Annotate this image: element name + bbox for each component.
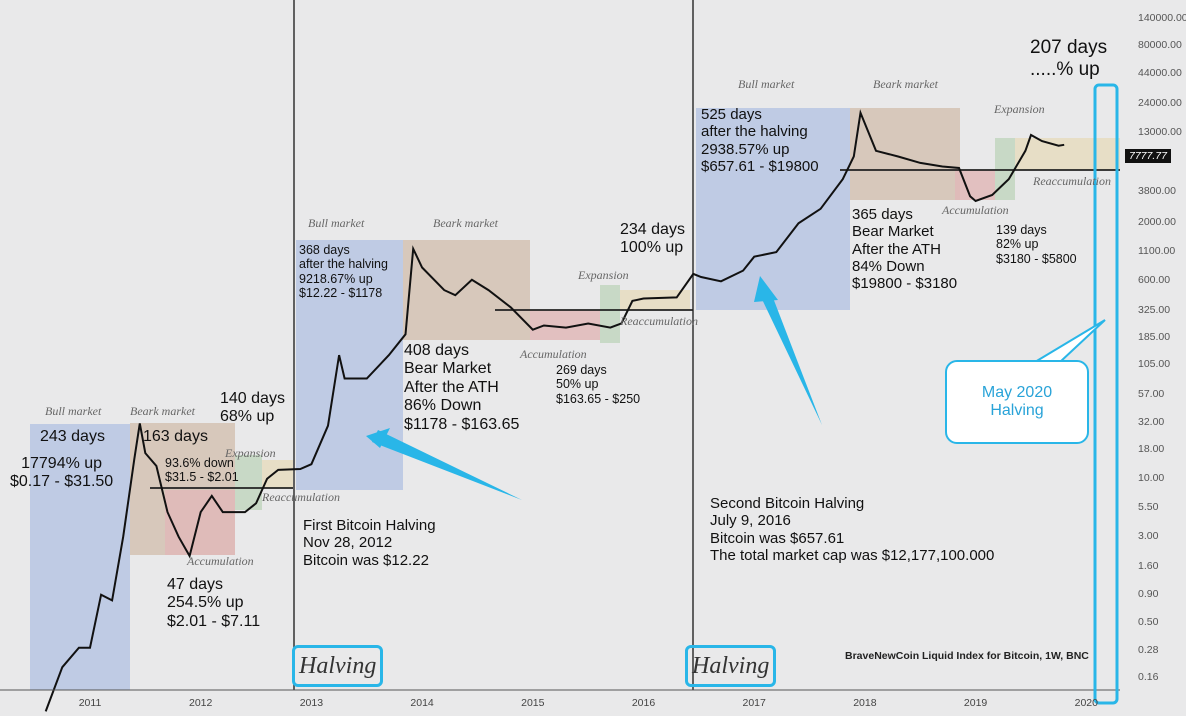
y-tick-label: 2000.00 xyxy=(1138,216,1176,229)
zone-reacc xyxy=(1015,138,1120,170)
phase-bull-3: Bull market xyxy=(738,77,795,91)
x-tick-label: 2015 xyxy=(521,697,545,709)
y-tick-label: 0.90 xyxy=(1138,587,1159,600)
phase-exp-3: Expansion xyxy=(994,102,1045,116)
c3-bear-note: 365 days Bear Market After the ATH 84% D… xyxy=(852,206,958,292)
zone-accum xyxy=(530,310,600,340)
phase-accum-1: Accumulation xyxy=(187,554,254,568)
next-halving-highlight xyxy=(1093,83,1119,705)
c3-bull-note: 525 days after the halving 2938.57% up $… xyxy=(701,106,819,175)
phase-bull-1: Bull market xyxy=(45,404,102,418)
x-tick-label: 2014 xyxy=(410,697,434,709)
x-tick-label: 2016 xyxy=(631,697,656,709)
price-line xyxy=(44,109,1065,712)
c1-accumulation: 47 days 254.5% up $2.01 - $7.11 xyxy=(167,576,261,630)
x-tick-label: 2018 xyxy=(853,697,877,709)
x-tick-label: 2019 xyxy=(963,697,988,709)
y-tick-label: 185.00 xyxy=(1138,331,1171,344)
c1-bear-drop: 93.6% down $31.5 - $2.01 xyxy=(165,456,239,485)
c1-expansion: 140 days 68% up xyxy=(220,390,285,426)
y-tick-label: 140000.00 xyxy=(1138,11,1186,24)
phase-reacc-2: Reaccumulation xyxy=(620,314,698,328)
x-tick-label: 2011 xyxy=(78,697,102,709)
phase-bear-1: Beark market xyxy=(130,404,195,418)
phase-bull-2: Bull market xyxy=(308,216,365,230)
phase-reacc-3: Reaccumulation xyxy=(1033,174,1111,188)
zone-bear xyxy=(403,240,530,340)
y-tick-label: 44000.00 xyxy=(1138,67,1182,80)
halving-label-2012: Halving xyxy=(292,645,384,687)
y-tick-label: 32.00 xyxy=(1138,415,1165,428)
y-tick-label: 57.00 xyxy=(1138,387,1165,400)
c2-accum-note: 269 days 50% up $163.65 - $250 xyxy=(556,363,641,406)
y-tick-label: 105.00 xyxy=(1138,358,1171,371)
zone-reacc xyxy=(262,460,293,488)
zone-bull xyxy=(696,108,850,310)
phase-reacc-1: Reaccumulation xyxy=(262,490,340,504)
y-tick-label: 3800.00 xyxy=(1138,185,1176,198)
zone-exp xyxy=(600,285,620,343)
c1-bull-days: 243 days xyxy=(40,428,105,445)
next-cycle-note: 207 days .....% up xyxy=(1030,37,1108,80)
zone-reacc xyxy=(620,290,690,310)
callout-may-2020-halving: May 2020 Halving xyxy=(945,360,1089,444)
y-tick-label: 1.60 xyxy=(1138,560,1159,572)
y-tick-label: 5.50 xyxy=(1138,500,1159,513)
arrow-first-halving xyxy=(372,430,522,500)
c2-bear-note: 408 days Bear Market After the ATH 86% D… xyxy=(404,342,520,433)
zone-accum xyxy=(165,490,235,555)
c1-bear-days: 163 days xyxy=(143,428,208,445)
zone-bull xyxy=(296,240,403,490)
y-tick-label: 80000.00 xyxy=(1138,38,1182,51)
y-tick-label: 0.50 xyxy=(1138,616,1159,629)
support-lines xyxy=(150,169,1120,489)
zone-bull xyxy=(30,424,130,690)
x-tick-label: 2013 xyxy=(299,697,324,709)
arrow-second-halving xyxy=(760,290,822,425)
y-tick-label: 3.00 xyxy=(1138,529,1159,542)
phase-bear-2: Beark market xyxy=(433,216,498,230)
phase-exp-1: Expansion xyxy=(225,446,276,460)
y-tick-label: 0.16 xyxy=(1138,671,1159,683)
second-halving-note: Second Bitcoin Halving July 9, 2016 Bitc… xyxy=(710,495,995,564)
zone-exp xyxy=(995,138,1015,200)
y-tick-label: 0.28 xyxy=(1138,644,1159,657)
c2-expansion: 234 days 100% up xyxy=(620,221,685,257)
phase-accum-2: Accumulation xyxy=(520,347,587,361)
x-tick-label: 2012 xyxy=(189,697,213,709)
zone-exp xyxy=(235,455,262,510)
halving-label-2016: Halving xyxy=(685,645,777,687)
y-tick-label: 24000.00 xyxy=(1138,96,1182,109)
c1-bull-gain: 17794% up $0.17 - $31.50 xyxy=(10,455,114,491)
y-tick-label: 1100.00 xyxy=(1138,245,1176,258)
y-tick-label: 325.00 xyxy=(1138,303,1171,316)
chart-source: BraveNewCoin Liquid Index for Bitcoin, 1… xyxy=(845,650,1089,662)
c3-accum-note: 139 days 82% up $3180 - $5800 xyxy=(996,223,1077,266)
phase-accum-3: Accumulation xyxy=(942,203,1009,217)
y-tick-label: 600.00 xyxy=(1138,274,1171,287)
y-tick-label: 18.00 xyxy=(1138,443,1165,456)
phase-bear-3: Beark market xyxy=(873,77,938,91)
x-tick-label: 2020 xyxy=(1074,697,1098,709)
first-halving-note: First Bitcoin Halving Nov 28, 2012 Bitco… xyxy=(303,517,436,569)
x-tick-label: 2017 xyxy=(742,697,766,709)
c2-bull-note: 368 days after the halving 9218.67% up $… xyxy=(299,243,388,301)
zone-bear xyxy=(850,108,960,200)
y-tick-label: 13000.00 xyxy=(1138,126,1182,139)
y-tick-label: 10.00 xyxy=(1138,471,1165,484)
current-price-tag: 7777.77 xyxy=(1125,149,1171,163)
phase-exp-2: Expansion xyxy=(578,268,629,282)
